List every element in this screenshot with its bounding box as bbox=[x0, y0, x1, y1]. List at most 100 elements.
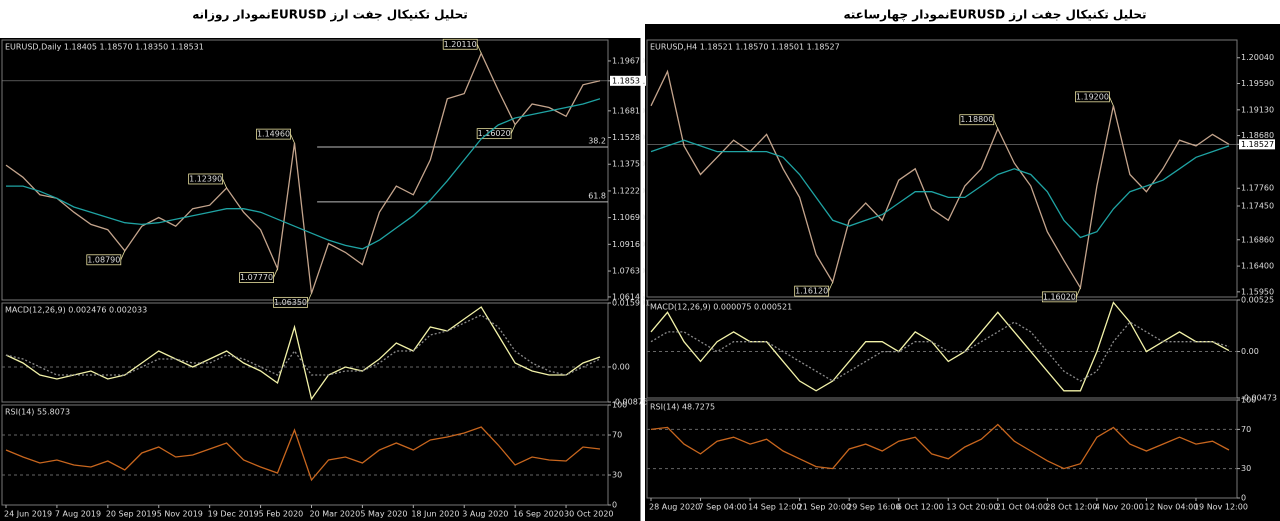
label-connector bbox=[290, 133, 295, 144]
x-tick-label: 5 Feb 2020 bbox=[259, 510, 304, 519]
y-tick-label: 1.13750 bbox=[612, 160, 645, 169]
label-connector bbox=[222, 178, 227, 189]
y-tick-label: -0.00473 bbox=[1241, 394, 1277, 403]
x-tick-label: 18 Jun 2020 bbox=[411, 510, 459, 519]
x-tick-label: 16 Sep 2020 bbox=[513, 510, 564, 519]
chart-title: تحلیل تکنیکال جفت ارز EURUSDنمودار چهارس… bbox=[843, 8, 1146, 23]
y-tick-label: -0.00876 bbox=[612, 398, 648, 407]
value-label: 1.16020 bbox=[478, 129, 511, 138]
label-connector bbox=[273, 268, 278, 278]
series-line bbox=[5, 314, 601, 376]
price-tag bbox=[1239, 139, 1275, 150]
label-connector bbox=[1076, 287, 1081, 298]
x-tick-label: 20 Mar 2020 bbox=[309, 510, 360, 519]
x-tick-label: 6 Oct 12:00 bbox=[897, 503, 944, 512]
x-tick-label: 30 Oct 2020 bbox=[564, 510, 613, 519]
panel-header: EURUSD,H4 1.18521 1.18570 1.18501 1.1852… bbox=[650, 43, 840, 52]
y-tick-label: 100 bbox=[612, 401, 627, 410]
x-tick-label: 7 Aug 2019 bbox=[55, 510, 101, 519]
y-tick-label: 0 bbox=[612, 501, 617, 510]
panel bbox=[1, 404, 609, 506]
value-label: 1.16020 bbox=[1043, 292, 1076, 301]
value-label: 1.12390 bbox=[189, 174, 222, 183]
panel bbox=[646, 399, 1238, 499]
value-label: 1.06350 bbox=[274, 298, 307, 307]
label-connector bbox=[307, 293, 312, 303]
y-tick-label: 0.015991 bbox=[612, 299, 650, 308]
y-tick-label: 1.18531 bbox=[612, 76, 645, 85]
right-background bbox=[645, 24, 1280, 521]
x-tick-label: 21 Oct 04:00 bbox=[996, 503, 1048, 512]
x-tick-label: 19 Dec 2019 bbox=[208, 510, 259, 519]
x-tick-label: 28 Oct 12:00 bbox=[1045, 503, 1097, 512]
x-tick-label: 13 Oct 20:00 bbox=[946, 503, 998, 512]
panel bbox=[1, 302, 609, 403]
panel-header: MACD(12,26,9) 0.000075 0.000521 bbox=[650, 303, 792, 312]
panel bbox=[646, 39, 1238, 298]
y-tick-label: 30 bbox=[612, 471, 622, 480]
label-connector bbox=[1109, 96, 1114, 106]
series-line bbox=[650, 301, 1230, 392]
x-tick-label: 5 May 2020 bbox=[360, 510, 407, 519]
y-tick-label: 1.06145 bbox=[612, 292, 645, 301]
y-tick-label: 1.19590 bbox=[1241, 79, 1274, 88]
y-tick-label: 100 bbox=[1241, 396, 1256, 405]
x-tick-label: 3 Aug 2020 bbox=[462, 510, 508, 519]
x-tick-label: 14 Sep 12:00 bbox=[748, 503, 801, 512]
value-label: 1.20110 bbox=[444, 40, 477, 49]
fib-label: 61.8 bbox=[588, 191, 606, 200]
x-tick-label: 12 Nov 04:00 bbox=[1144, 503, 1198, 512]
series-line bbox=[5, 51, 601, 294]
x-tick-label: 19 Nov 12:00 bbox=[1194, 503, 1248, 512]
value-label: 1.18800 bbox=[960, 115, 993, 124]
x-tick-label: 7 Sep 04:00 bbox=[699, 503, 747, 512]
value-label: 1.08790 bbox=[87, 255, 120, 264]
x-tick-label: 29 Sep 16:00 bbox=[847, 503, 900, 512]
label-connector bbox=[993, 119, 999, 129]
value-label: 1.19200 bbox=[1076, 92, 1109, 101]
value-label: 1.16120 bbox=[795, 287, 828, 296]
x-tick-label: 5 Nov 2019 bbox=[157, 510, 203, 519]
panel bbox=[646, 299, 1238, 399]
x-tick-label: 4 Nov 20:00 bbox=[1095, 503, 1144, 512]
y-tick-label: 70 bbox=[1241, 425, 1251, 434]
y-tick-label: 0.00 bbox=[612, 362, 630, 371]
y-tick-label: 1.20040 bbox=[1241, 53, 1274, 62]
y-tick-label: 0 bbox=[1241, 494, 1246, 503]
y-tick-label: 1.19130 bbox=[1241, 105, 1274, 114]
panel-header: RSI(14) 48.7275 bbox=[650, 403, 715, 412]
label-connector bbox=[120, 250, 126, 260]
y-tick-label: 30 bbox=[1241, 464, 1251, 473]
y-tick-label: 1.15280 bbox=[612, 133, 645, 142]
panel-header: EURUSD,Daily 1.18405 1.18570 1.18350 1.1… bbox=[5, 43, 204, 52]
y-tick-label: 1.12220 bbox=[612, 186, 645, 195]
y-tick-label: 1.16810 bbox=[612, 106, 645, 115]
y-tick-label: 1.07630 bbox=[612, 267, 645, 276]
y-tick-label: 1.18680 bbox=[1241, 131, 1274, 140]
left-background bbox=[0, 38, 641, 521]
value-label: 1.07770 bbox=[240, 273, 273, 282]
y-tick-label: 0.00525 bbox=[1241, 296, 1274, 305]
label-connector bbox=[476, 44, 482, 54]
x-tick-label: 24 Jun 2019 bbox=[4, 510, 52, 519]
series-line bbox=[6, 98, 601, 250]
series-line bbox=[650, 139, 1230, 239]
label-connector bbox=[510, 124, 516, 134]
series-line bbox=[5, 426, 601, 482]
y-tick-label: 1.09160 bbox=[612, 240, 645, 249]
y-tick-label: 0.00 bbox=[1241, 347, 1259, 356]
y-tick-label: 1.16860 bbox=[1241, 235, 1274, 244]
series-line bbox=[650, 69, 1230, 290]
y-tick-label: 1.16400 bbox=[1241, 262, 1274, 271]
fib-label: 38.2 bbox=[588, 136, 606, 145]
x-tick-label: 20 Sep 2019 bbox=[106, 510, 157, 519]
y-tick-label: 1.19670 bbox=[612, 56, 645, 65]
series-line bbox=[650, 423, 1230, 470]
y-tick-label: 1.15950 bbox=[1241, 287, 1274, 296]
y-tick-label: 1.10690 bbox=[612, 213, 645, 222]
label-connector bbox=[828, 281, 834, 292]
y-tick-label: 1.17450 bbox=[1241, 201, 1274, 210]
panel-header: RSI(14) 55.8073 bbox=[5, 408, 70, 417]
